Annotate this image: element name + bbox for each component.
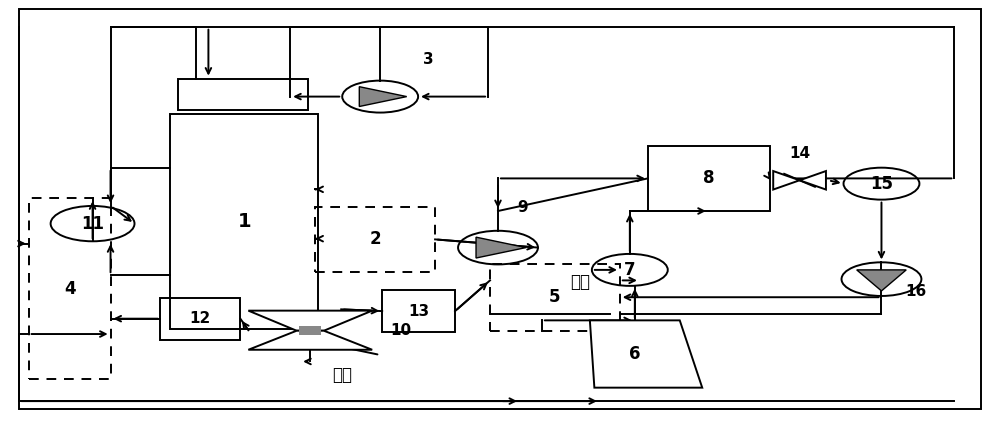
Bar — [299, 326, 321, 335]
Text: 3: 3 — [423, 52, 433, 67]
Bar — [178, 78, 308, 110]
Bar — [315, 207, 435, 272]
Polygon shape — [248, 311, 372, 331]
Polygon shape — [857, 270, 906, 291]
Bar — [170, 114, 318, 329]
Polygon shape — [476, 237, 526, 258]
Text: 尾气: 尾气 — [570, 273, 590, 291]
Bar — [490, 264, 620, 331]
Text: 12: 12 — [190, 311, 211, 326]
Text: 空气: 空气 — [332, 366, 352, 384]
Bar — [382, 290, 455, 332]
Polygon shape — [773, 171, 800, 189]
Polygon shape — [800, 171, 826, 189]
Text: 5: 5 — [549, 288, 561, 306]
Text: 10: 10 — [391, 323, 412, 338]
Text: 9: 9 — [518, 200, 528, 215]
Polygon shape — [248, 331, 372, 350]
Text: 6: 6 — [629, 345, 641, 363]
Text: 11: 11 — [81, 215, 104, 233]
Polygon shape — [590, 320, 702, 388]
Text: 2: 2 — [369, 230, 381, 249]
Text: 15: 15 — [870, 175, 893, 193]
Text: 8: 8 — [703, 169, 714, 187]
Text: 16: 16 — [906, 284, 927, 299]
Text: 4: 4 — [64, 280, 75, 298]
Text: 7: 7 — [624, 261, 636, 279]
Text: 1: 1 — [238, 212, 251, 231]
Bar — [29, 198, 111, 379]
Text: 13: 13 — [408, 303, 429, 319]
Text: 14: 14 — [789, 146, 810, 160]
Polygon shape — [359, 87, 407, 106]
Bar — [160, 298, 240, 340]
Bar — [648, 146, 770, 211]
